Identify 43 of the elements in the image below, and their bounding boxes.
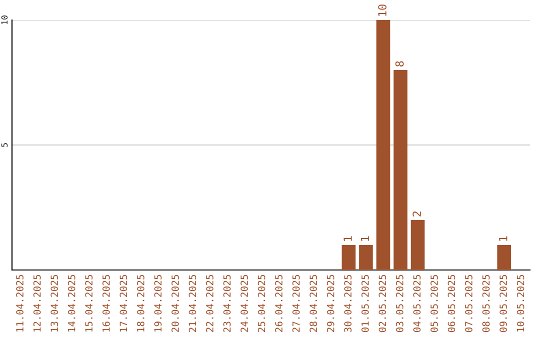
- data-label: 1: [499, 236, 508, 241]
- x-tick-label: 05.05.2025: [430, 274, 438, 332]
- x-tick-label: 20.04.2025: [172, 274, 179, 332]
- x-tick-label: 19.04.2025: [154, 274, 162, 332]
- x-tick-label: 15.04.2025: [85, 274, 93, 332]
- x-tick-label: 13.04.2025: [50, 274, 58, 332]
- x-tick-label: 17.04.2025: [120, 274, 128, 332]
- data-label: 1: [344, 236, 352, 241]
- bar: [359, 245, 373, 270]
- x-tick-label: 10.05.2025: [516, 274, 524, 332]
- x-tick-label: 30.04.2025: [344, 274, 352, 332]
- data-label: 1: [360, 236, 370, 241]
- x-tick-label: 18.04.2025: [136, 274, 144, 332]
- bar: [497, 245, 512, 270]
- x-tick-label: 04.05.2025: [413, 274, 421, 332]
- x-tick-label: 26.04.2025: [275, 274, 282, 332]
- x-tick-label: 06.05.2025: [448, 274, 456, 332]
- x-tick-label: 07.05.2025: [465, 274, 472, 332]
- x-tick-label: 09.05.2025: [500, 274, 507, 332]
- x-tick-label: 25.04.2025: [258, 274, 266, 332]
- x-tick-label: 24.04.2025: [240, 274, 248, 332]
- x-tick-label: 02.05.2025: [378, 274, 386, 332]
- x-tick-label: 23.04.2025: [223, 274, 231, 332]
- bar: [394, 70, 408, 270]
- x-tick-label: 01.05.2025: [361, 274, 369, 332]
- x-tick-label: 16.04.2025: [102, 274, 110, 332]
- x-tick-label: 11.04.2025: [16, 274, 24, 332]
- x-tick-label: 08.05.2025: [482, 274, 490, 332]
- x-tick-label: 29.04.2025: [326, 274, 334, 332]
- bar: [376, 20, 390, 270]
- x-tick-label: 21.04.2025: [188, 274, 196, 332]
- x-tick-label: 22.04.2025: [206, 274, 214, 332]
- x-tick-label: 03.05.2025: [396, 274, 404, 332]
- x-tick-label: 28.04.2025: [310, 274, 318, 332]
- y-tick-label: 5: [1, 143, 8, 147]
- bar: [342, 245, 356, 270]
- bar: [410, 220, 425, 270]
- data-label: 8: [395, 61, 404, 67]
- x-tick-label: 27.04.2025: [292, 274, 300, 332]
- data-label: 10: [378, 4, 386, 16]
- x-tick-label: 14.04.2025: [68, 274, 76, 332]
- data-label: 2: [412, 211, 421, 216]
- x-tick-label: 12.04.2025: [33, 274, 41, 332]
